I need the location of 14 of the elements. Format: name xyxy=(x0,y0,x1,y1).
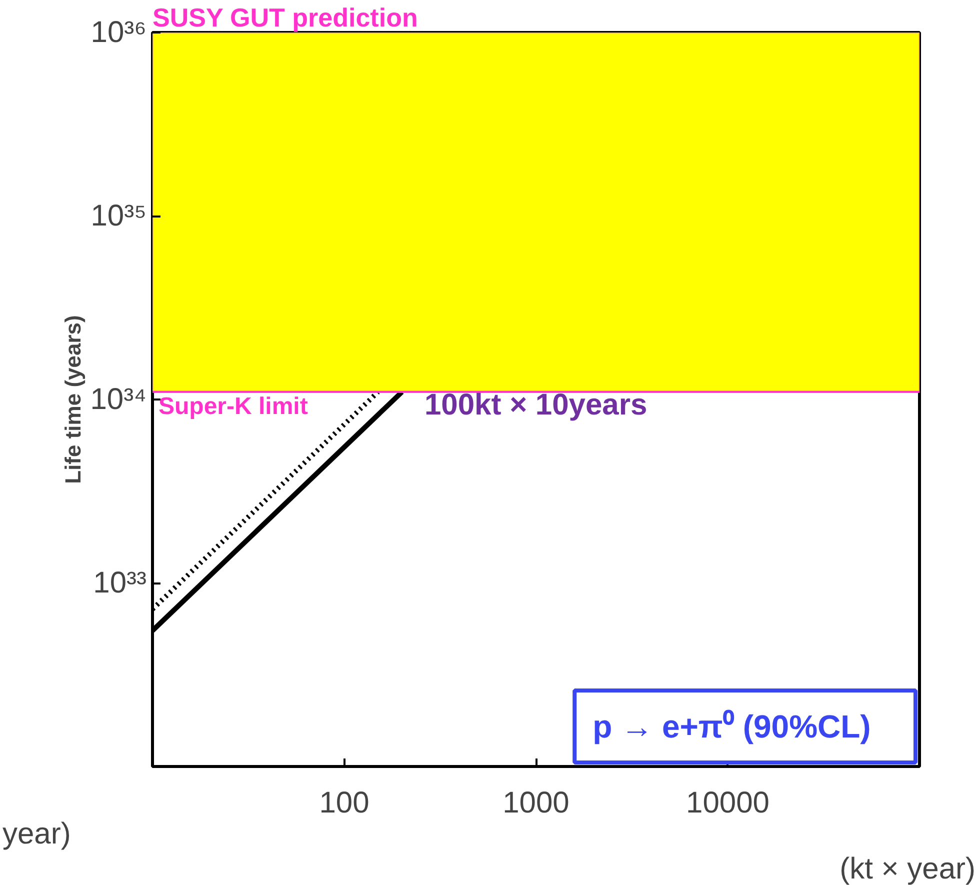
x-tick-label: 1000 xyxy=(502,786,570,820)
text: year) xyxy=(2,818,71,850)
y-tick-label: 10³⁶ xyxy=(90,16,147,49)
annotation: 100kt × 10years xyxy=(424,388,648,422)
y-tick-label: 10³⁴ xyxy=(90,383,146,416)
x-tick-label: 10000 xyxy=(686,786,770,820)
y-tick-label: 10³⁵ xyxy=(90,200,146,232)
x-tick-label: 100 xyxy=(319,786,370,820)
band-label: SUSY GUT prediction xyxy=(152,2,418,32)
ref-line-label: Super-K limit xyxy=(158,392,308,420)
y-axis-title: Life time (years) xyxy=(60,315,86,484)
x-axis-title: (kt × year) xyxy=(840,852,976,885)
annotation: p → e+π⁰ (90%CL) xyxy=(592,708,871,744)
y-tick-label: 10³³ xyxy=(93,566,147,600)
